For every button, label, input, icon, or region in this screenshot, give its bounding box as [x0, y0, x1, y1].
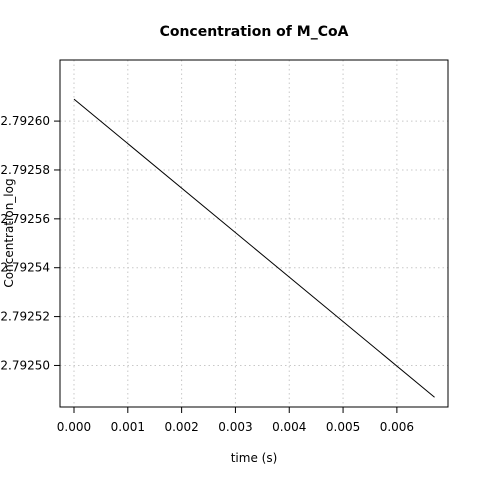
x-axis: 0.000 0.001 0.002 0.003 0.004 0.005 0.006: [57, 407, 414, 434]
y-axis: 2.79250 2.79252 2.79254 2.79256 2.79258 2.792…: [0, 114, 60, 372]
y-tick-label: 2.79256: [0, 212, 50, 226]
series-line: [73, 98, 435, 398]
x-tick-label: 0.004: [272, 420, 306, 434]
x-tick-label: 0.001: [111, 420, 145, 434]
y-tick-label: 2.79250: [0, 358, 50, 372]
grid-lines: [60, 60, 448, 407]
plot-area-frame: [59, 59, 449, 408]
x-tick-label: 0.000: [57, 420, 91, 434]
y-axis-label: Concentration_log: [2, 178, 16, 287]
y-tick-label: 2.79260: [0, 114, 50, 128]
x-tick-label: 0.006: [380, 420, 414, 434]
x-axis-label: time (s): [231, 451, 278, 465]
series-layer: [73, 98, 435, 398]
x-tick-label: 0.002: [164, 420, 198, 434]
x-tick-label: 0.005: [326, 420, 360, 434]
chart-title: Concentration of M_CoA: [160, 24, 349, 40]
y-tick-label: 2.79254: [0, 261, 50, 275]
x-tick-label: 0.003: [218, 420, 252, 434]
y-tick-label: 2.79258: [0, 163, 50, 177]
y-tick-label: 2.79252: [0, 310, 50, 324]
